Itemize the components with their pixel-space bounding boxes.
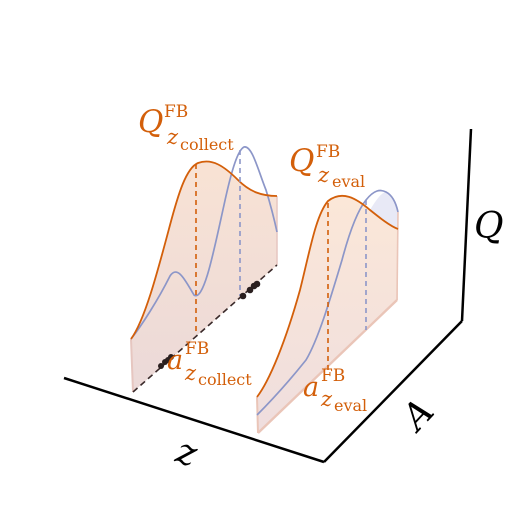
collect-left-edge bbox=[130, 338, 134, 393]
sample-point bbox=[168, 354, 174, 360]
label-a-eval: a FB z eval bbox=[303, 366, 367, 415]
label-q-eval-subvar: z bbox=[317, 163, 330, 187]
axis-label-q: Q bbox=[474, 206, 504, 247]
axis-label-a: A bbox=[393, 391, 443, 440]
collect-fill-area bbox=[131, 161, 277, 392]
eval-side-edge bbox=[396, 211, 399, 301]
eval-blue-curve bbox=[256, 189, 399, 416]
axis-label-z: z bbox=[170, 430, 203, 475]
panel-collect bbox=[130, 146, 278, 393]
label-q-collect-main: Q bbox=[138, 104, 163, 140]
collect-sample-points bbox=[158, 280, 261, 369]
sample-point bbox=[253, 280, 261, 288]
eval-orange-curve bbox=[256, 194, 399, 398]
panel-eval bbox=[256, 189, 399, 434]
label-q-eval: Q FB z eval bbox=[289, 142, 365, 191]
label-q-collect-subvar: z bbox=[166, 125, 179, 149]
label-a-eval-sup: FB bbox=[321, 366, 345, 386]
eval-blue-top-fill bbox=[370, 192, 398, 229]
a-axis-line bbox=[323, 320, 463, 463]
label-a-eval-main: a bbox=[303, 372, 319, 403]
label-q-eval-sup: FB bbox=[316, 142, 340, 162]
label-q-collect-sup: FB bbox=[164, 102, 188, 122]
label-q-eval-main: Q bbox=[289, 143, 314, 179]
label-a-collect-sup: FB bbox=[185, 339, 209, 359]
label-q-collect: Q FB z collect bbox=[138, 102, 234, 154]
q-axis-line bbox=[460, 128, 473, 322]
collect-blue-curve bbox=[130, 146, 278, 340]
axes-frame bbox=[63, 128, 473, 464]
label-q-eval-subsub: eval bbox=[332, 172, 365, 191]
z-axis-line bbox=[63, 376, 325, 464]
sample-point bbox=[158, 363, 164, 369]
sample-point bbox=[246, 286, 254, 294]
sample-point bbox=[239, 292, 247, 300]
label-a-collect-main: a bbox=[167, 345, 183, 376]
label-a-collect: a FB z collect bbox=[167, 339, 252, 389]
label-a-eval-subsub: eval bbox=[334, 396, 367, 415]
label-a-eval-subvar: z bbox=[320, 387, 333, 411]
label-q-collect-subsub: collect bbox=[180, 135, 234, 154]
label-a-collect-subvar: z bbox=[184, 361, 197, 385]
label-a-collect-subsub: collect bbox=[198, 370, 252, 389]
collect-orange-curve bbox=[130, 160, 278, 340]
